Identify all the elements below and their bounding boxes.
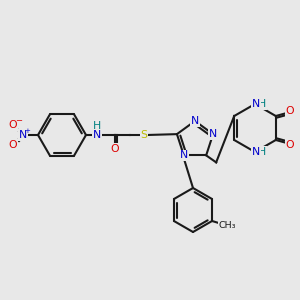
Text: O: O <box>286 140 294 150</box>
Text: N: N <box>19 130 27 140</box>
Text: N: N <box>180 150 188 161</box>
Text: N: N <box>191 116 199 126</box>
Text: O: O <box>9 140 17 150</box>
Text: O: O <box>286 106 294 116</box>
Text: N: N <box>252 99 260 109</box>
Text: H: H <box>93 121 101 131</box>
Text: N: N <box>93 130 101 140</box>
Text: O: O <box>111 144 119 154</box>
Text: +: + <box>24 128 30 134</box>
Text: H: H <box>258 99 266 109</box>
Text: O: O <box>9 120 17 130</box>
Text: N: N <box>209 129 217 139</box>
Text: N: N <box>252 147 260 157</box>
Text: H: H <box>258 147 266 157</box>
Text: −: − <box>16 116 22 125</box>
Text: CH₃: CH₃ <box>218 221 236 230</box>
Text: S: S <box>140 130 148 140</box>
